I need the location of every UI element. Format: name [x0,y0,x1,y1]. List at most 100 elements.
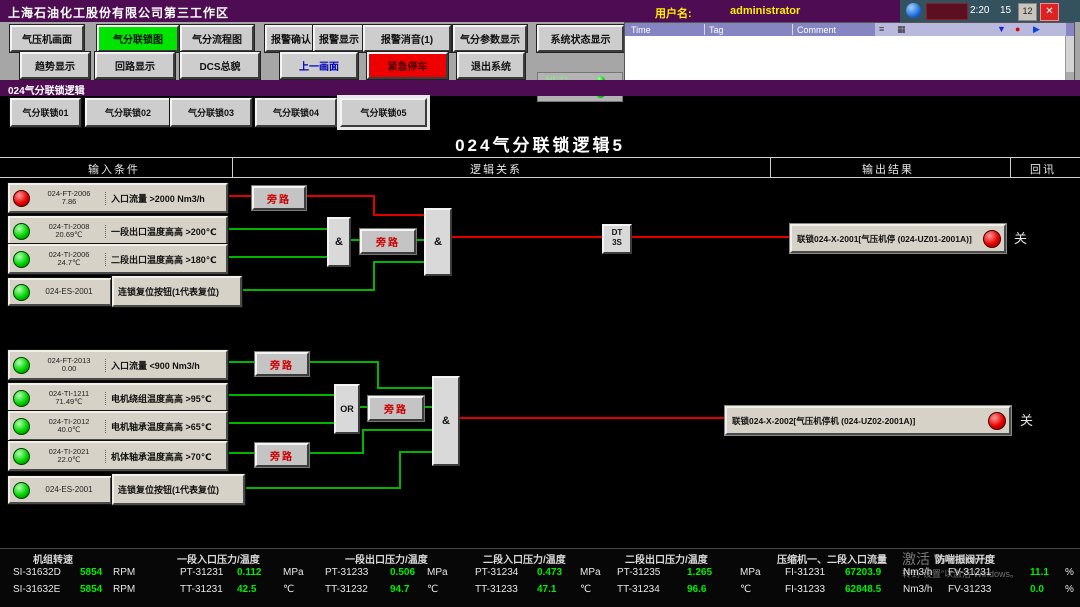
section-header: 二段出口压力/温度 [625,555,708,566]
bypass-box[interactable]: 旁路 [252,186,306,210]
tab-interlock-05[interactable]: 气分联锁05 [340,98,427,127]
input-description: 电机绕组温度高高 >95℃ [105,391,226,405]
pv-tag: FI-31231 [785,567,826,578]
pv-tag: PT-31233 [325,567,369,578]
tab-interlock-03[interactable]: 气分联锁03 [170,98,252,127]
pv-value: 0.112 [237,567,262,578]
column-divider [792,24,793,35]
output-result[interactable]: 联锁024-X-2001[气压机停 (024-UZ01-2001A)] [790,224,1006,253]
pv-value: 0.506 [390,567,416,578]
emergency-stop-button[interactable]: 紧急停车 [367,52,448,79]
column-divider [704,24,705,35]
pv-unit: RPM [113,584,136,595]
bypass-box[interactable]: 旁路 [255,352,309,376]
pv-tag: PT-31234 [475,567,519,578]
scroll-grip[interactable] [1066,72,1074,80]
bypass-box[interactable]: 旁路 [368,396,424,421]
system-status-button[interactable]: 系统状态显示 [537,25,624,52]
input-condition[interactable]: 024-FT-2006 7.86 入口流量 >2000 Nm3/h [8,183,228,213]
input-tag: 024-TI-2008 20.69℃ [48,222,90,239]
input-condition[interactable]: 024-FT-2013 0.00 入口流量 <900 Nm3/h [8,350,228,380]
section-header: 二段入口压力/温度 [483,555,566,566]
previous-page-button[interactable]: 上一画面 [280,52,358,79]
grid-icon[interactable]: ▦ [897,24,906,34]
loop-button[interactable]: 回路显示 [95,52,175,79]
input-condition[interactable]: 024-ES-2001 [8,278,112,306]
and-gate: & [424,208,452,276]
output-result[interactable]: 联锁024-X-2002[气压机停机 (024-UZ02-2001A)] [725,406,1011,435]
delay-label: DT [611,228,623,237]
delay-time: 3S [612,238,622,247]
input-condition[interactable]: 024-TI-2021 22.0℃ 机体轴承温度高高 >70℃ [8,441,228,471]
nav-button-flow-diagram[interactable]: 气分流程图 [180,25,254,52]
tab-interlock-04[interactable]: 气分联锁04 [255,98,337,127]
output-text: 联锁024-X-2002[气压机停机 (024-UZ02-2001A)] [732,415,916,426]
output-lamp-red [983,229,1001,248]
clock-hour: 15 [1000,5,1012,16]
nav-button-interlock-active[interactable]: 气分联锁图 [97,25,179,52]
status-lamp-green [13,389,30,407]
header-input-conditions: 输入条件 [88,164,140,176]
pv-tag: TT-31233 [475,584,518,595]
input-description: 连锁复位按钮(1代表复位) [112,276,242,307]
input-tag: 024-FT-2013 0.00 [47,356,91,373]
pv-unit: MPa [427,567,448,578]
pv-tag: PT-31235 [617,567,661,578]
subwindow-title-bar: 024气分联锁逻辑 [0,80,1080,97]
alarm-col-comment[interactable]: Comment [797,25,837,35]
play-icon[interactable]: ▶ [1033,24,1040,34]
input-condition[interactable]: 024-TI-2008 20.69℃ 一段出口温度高高 >200℃ [8,216,228,246]
pv-unit: % [1065,584,1074,595]
pv-unit: MPa [580,567,601,578]
status-lamp-green [13,283,30,301]
alarm-scrollbar[interactable] [1065,36,1074,80]
pv-tag: SI-31632E [13,584,61,595]
pv-unit: Nm3/h [903,584,933,595]
input-condition[interactable]: 024-TI-2006 24.7℃ 二段出口温度高高 >180℃ [8,244,228,274]
pv-value: 5854 [80,567,103,578]
tab-interlock-01[interactable]: 气分联锁01 [10,98,81,127]
input-condition[interactable]: 024-TI-1211 71.49℃ 电机绕组温度高高 >95℃ [8,383,228,413]
page-title: 024气分联锁逻辑5 [455,136,625,155]
input-condition[interactable]: 024-TI-2012 40.0℃ 电机轴承温度高高 >65℃ [8,411,228,441]
pv-value: 5854 [80,584,103,595]
or-gate: OR [334,384,360,434]
pv-value: 0.473 [537,567,563,578]
record-icon[interactable]: ● [1015,24,1021,34]
alarm-col-tag[interactable]: Tag [709,25,724,35]
filter-funnel-icon[interactable]: ▼ [997,24,1006,34]
input-condition[interactable]: 024-ES-2001 [8,476,112,504]
alarm-col-time[interactable]: Time [631,25,651,35]
alarm-ack-button[interactable]: 报警确认 [265,25,317,52]
alarm-list-header: Time Tag Comment ≡ ▦ ▼ ● ▶ [625,23,1074,36]
alarm-display-button[interactable]: 报警显示 [313,25,365,52]
pv-unit: Nm3/h [903,567,933,578]
list-icon[interactable]: ≡ [879,24,885,34]
trend-button[interactable]: 趋势显示 [20,52,90,79]
system-tray-icon[interactable] [906,3,921,18]
section-header: 压缩机一、二段入口流量 [777,555,887,566]
exit-button[interactable]: 退出系统 [457,52,525,79]
divider [232,157,233,177]
nav-button-compressor[interactable]: 气压机画面 [10,25,84,52]
tab-interlock-02[interactable]: 气分联锁02 [85,98,171,127]
pv-value: 42.5 [237,584,257,595]
clock-minute-button[interactable]: 12 [1018,3,1037,21]
pv-tag: TT-31234 [617,584,660,595]
input-tag: 024-TI-2012 40.0℃ [48,417,90,434]
bypass-box[interactable]: 旁路 [255,443,309,467]
pv-value: 62848.5 [845,584,882,595]
close-icon[interactable]: ✕ [1040,3,1059,21]
pv-value: 94.7 [390,584,410,595]
pv-tag: PT-31231 [180,567,224,578]
username-label: 用户名: [655,8,692,20]
pv-unit: % [1065,567,1074,578]
dcs-overview-button[interactable]: DCS总貌 [180,52,260,79]
output-text: 联锁024-X-2001[气压机停 (024-UZ01-2001A)] [797,233,972,244]
parameter-display-button[interactable]: 气分参数显示 [453,25,527,52]
divider [770,157,771,177]
bypass-box[interactable]: 旁路 [360,229,416,254]
alarm-mute-button[interactable]: 报警消音(1) [363,25,451,52]
section-header: 防喘振阀开度 [935,555,995,566]
delay-timer-box: DT 3S [602,224,632,254]
